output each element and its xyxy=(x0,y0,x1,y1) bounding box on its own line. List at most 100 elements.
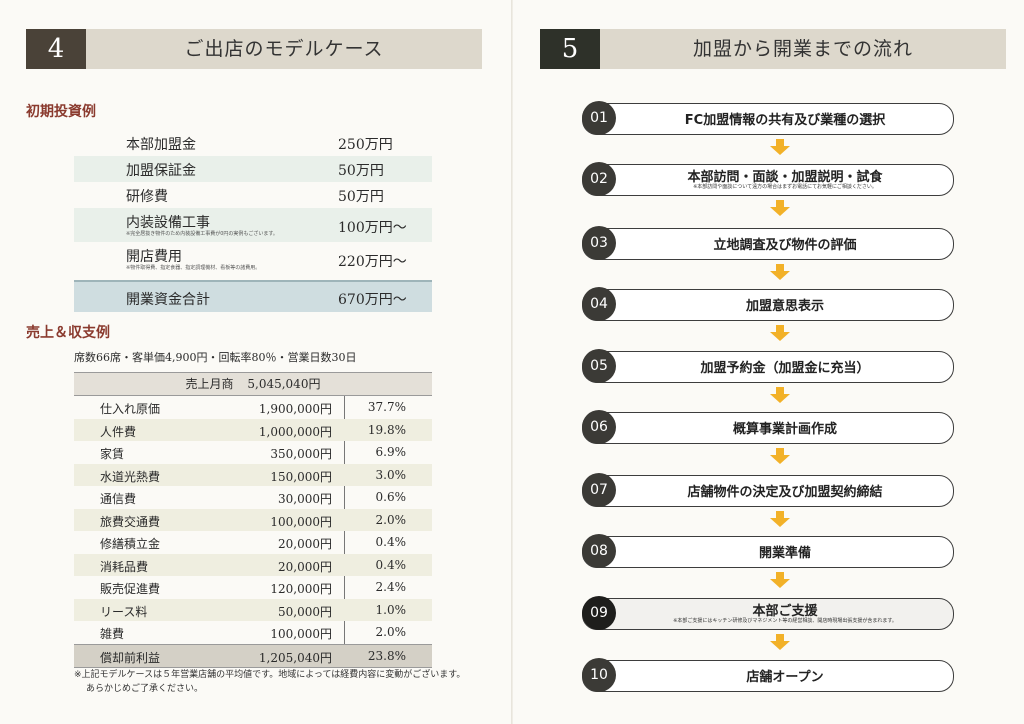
expense-label: 人件費 xyxy=(100,424,137,439)
profit-amount: 1,205,040円 xyxy=(258,650,332,665)
flow-step: 04 加盟意思表示 xyxy=(582,287,954,321)
step-note: ※本部ご支援にはキッチン研修及びマネジメント等の経営相談、開店時現場出張支援が含… xyxy=(673,618,897,624)
footnote: ※上記モデルケースは５年営業店舗の平均値です。地域によっては経費内容に変動がござ… xyxy=(74,668,465,696)
step-note: ※本部訪問や面談について遠方の場合はまずお電話にてお気軽にご相談ください。 xyxy=(693,184,877,190)
step-label: 本部訪問・面談・加盟説明・試食 xyxy=(687,170,883,185)
expense-amount: 30,000円 xyxy=(278,492,332,506)
investment-row: 加盟保証金 50万円 xyxy=(74,156,432,182)
investment-value: 50万円 xyxy=(338,163,384,179)
table-row: 通信費 30,000円 0.6% xyxy=(74,486,432,509)
step-label: 立地調査及び物件の評価 xyxy=(713,238,857,253)
pl-table: 売上月商 5,045,040円 仕入れ原価 1,900,000円 37.7% 人件費… xyxy=(74,372,432,668)
flow-step: 08 開業準備 xyxy=(582,534,954,568)
expense-label: 消耗品費 xyxy=(100,559,149,574)
table-row: 消耗品費 20,000円 0.4% xyxy=(74,553,432,576)
expense-label: リース料 xyxy=(100,604,148,619)
profit-label: 償却前利益 xyxy=(100,650,161,665)
investment-note: ※物件取得費、指定食器、指定調理機材、看板等の諸費用。 xyxy=(126,265,261,271)
investment-label: 開店費用 xyxy=(126,249,182,265)
expense-percent: 2.0% xyxy=(375,512,407,527)
flow-step: 01 FC加盟情報の共有及び業種の選択 xyxy=(582,101,954,135)
footnote-line: ※上記モデルケースは５年営業店舗の平均値です。地域によっては経費内容に変動がござ… xyxy=(74,670,466,680)
step-label: 開業準備 xyxy=(758,546,811,561)
flow-step: 03 立地調査及び物件の評価 xyxy=(582,226,954,260)
expense-amount: 20,000円 xyxy=(278,537,332,551)
flow-step: 02 本部訪問・面談・加盟説明・試食 ※本部訪問や面談について遠方の場合はまずお… xyxy=(582,162,954,196)
expense-percent: 2.4% xyxy=(375,580,407,594)
expense-amount: 1,000,000円 xyxy=(258,424,332,439)
sales-pl-heading: 売上＆収支例 xyxy=(26,325,110,341)
expense-percent: 2.0% xyxy=(375,625,407,639)
page-fold xyxy=(511,0,513,724)
investment-total-value: 670万円〜 xyxy=(338,292,407,308)
column-divider xyxy=(344,396,345,668)
expense-amount: 100,000円 xyxy=(270,514,332,529)
investment-value: 100万円〜 xyxy=(338,220,407,236)
step-pill xyxy=(582,103,954,135)
investment-label: 研修費 xyxy=(126,189,168,205)
monthly-sales-label: 売上月商 xyxy=(185,377,234,391)
investment-value: 220万円〜 xyxy=(338,254,407,270)
table-row: 旅費交通費 100,000円 2.0% xyxy=(74,508,432,531)
expense-label: 雑費 xyxy=(100,627,125,641)
investment-row: 本部加盟金 250万円 xyxy=(74,130,432,156)
step-number-badge: 09 xyxy=(582,596,616,630)
investment-row: 開店費用 ※物件取得費、指定食器、指定調理機材、看板等の諸費用。 220万円〜 xyxy=(74,242,432,276)
expense-amount: 20,000円 xyxy=(278,559,332,574)
step-number-badge: 07 xyxy=(582,473,616,507)
expense-percent: 0.6% xyxy=(375,490,407,504)
step-number-badge: 08 xyxy=(582,534,616,568)
section-title: 加盟から開業までの流れ xyxy=(692,38,913,60)
footnote-line: あらかじめご了承ください。 xyxy=(86,684,204,694)
investment-total-row: 開業資金合計 670万円〜 xyxy=(74,280,432,312)
step-label: 加盟意思表示 xyxy=(745,299,824,314)
step-number-badge: 02 xyxy=(582,162,616,196)
left-page: 4 ご出店のモデルケース 初期投資例 本部加盟金 250万円 加盟保証金 50万… xyxy=(26,29,482,696)
expense-amount: 50,000円 xyxy=(278,604,332,619)
step-pill xyxy=(582,289,954,321)
section-4-header: 4 ご出店のモデルケース xyxy=(26,29,482,69)
step-label: 店舗オープン xyxy=(746,670,824,685)
step-number-badge: 01 xyxy=(582,101,616,135)
step-label: 概算事業計画作成 xyxy=(732,422,837,437)
right-page: 5 加盟から開業までの流れ 01 FC加盟情報の共有及び業種の選択 02 本部訪… xyxy=(512,0,1024,724)
step-pill xyxy=(582,536,954,568)
step-pill xyxy=(582,412,954,444)
expense-label: 通信費 xyxy=(100,492,137,506)
step-number-badge: 10 xyxy=(582,658,616,692)
profit-row: 償却前利益 1,205,040円 23.8% xyxy=(74,643,432,668)
flow-step: 10 店舗オープン xyxy=(582,658,954,692)
step-label: 店舗物件の決定及び加盟契約締結 xyxy=(687,485,883,500)
investment-row: 内装設備工事 ※完全居抜き物件のため内装設備工事費が0円の実例もございます。 1… xyxy=(74,208,432,242)
table-row: 人件費 1,000,000円 19.8% xyxy=(74,418,432,441)
expense-label: 仕入れ原価 xyxy=(100,402,161,416)
table-row: 水道光熱費 150,000円 3.0% xyxy=(74,463,432,486)
expense-percent: 0.4% xyxy=(375,535,407,549)
flow-step: 09 本部ご支援 ※本部ご支援にはキッチン研修及びマネジメント等の経営相談、開店… xyxy=(582,596,954,630)
profit-percent: 23.8% xyxy=(367,648,406,663)
step-number-badge: 04 xyxy=(582,287,616,321)
table-row: リース料 50,000円 1.0% xyxy=(74,598,432,621)
pl-rows: 仕入れ原価 1,900,000円 37.7% 人件費 1,000,000円 19.8% … xyxy=(74,396,432,668)
expense-label: 家賃 xyxy=(100,447,125,461)
section-number: 4 xyxy=(26,29,86,69)
investment-total-label: 開業資金合計 xyxy=(126,292,210,308)
section-title: ご出店のモデルケース xyxy=(184,38,384,60)
monthly-sales-value: 5,045,040円 xyxy=(247,377,321,391)
step-number-badge: 06 xyxy=(582,410,616,444)
investment-value: 50万円 xyxy=(338,189,384,205)
section-5-header: 5 加盟から開業までの流れ xyxy=(540,29,1006,69)
step-pill xyxy=(582,660,954,692)
step-pill xyxy=(582,228,954,260)
step-pill xyxy=(582,164,954,196)
table-row: 修繕積立金 20,000円 0.4% xyxy=(74,531,432,554)
table-row: 仕入れ原価 1,900,000円 37.7% xyxy=(74,396,432,419)
investment-label: 本部加盟金 xyxy=(126,137,196,153)
expense-percent: 37.7% xyxy=(367,400,406,414)
section-number: 5 xyxy=(540,29,600,69)
expense-percent: 0.4% xyxy=(375,557,407,572)
step-label: FC加盟情報の共有及び業種の選択 xyxy=(684,113,886,128)
investment-label: 加盟保証金 xyxy=(126,163,196,179)
expense-percent: 3.0% xyxy=(375,467,407,482)
pl-table-header: 売上月商 5,045,040円 xyxy=(74,372,432,396)
